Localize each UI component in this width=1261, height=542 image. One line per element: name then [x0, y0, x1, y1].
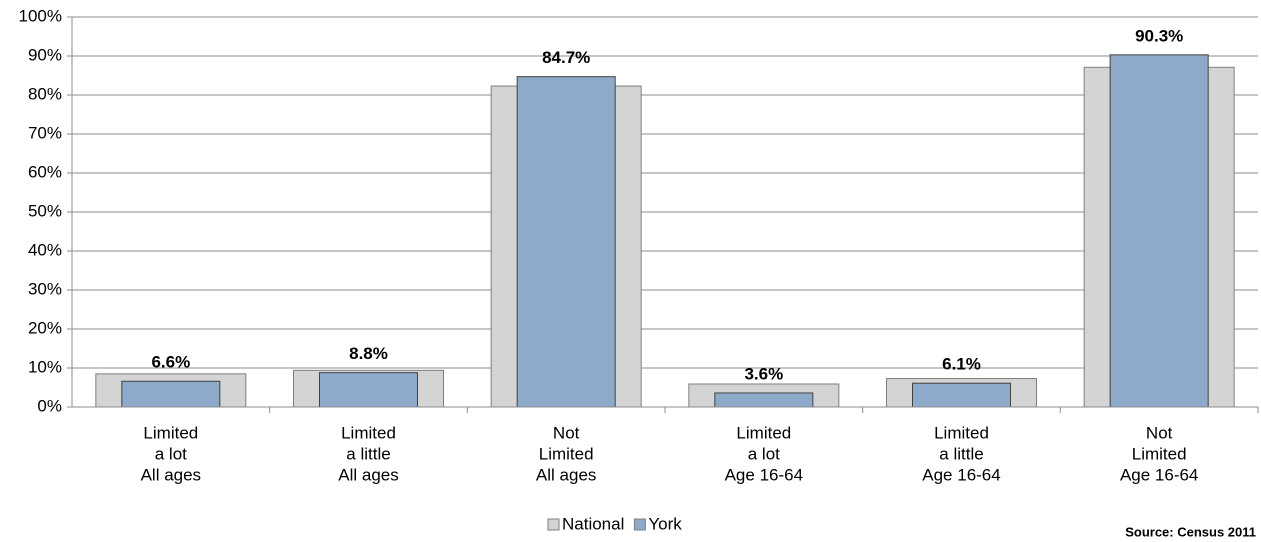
- y-tick-label: 90%: [28, 45, 62, 64]
- y-tick-label: 50%: [28, 201, 62, 220]
- value-label: 6.6%: [151, 353, 190, 372]
- value-label: 8.8%: [349, 344, 388, 363]
- source-note: Source: Census 2011: [1125, 524, 1256, 539]
- x-tick-label: Limited: [736, 423, 791, 442]
- bar: [516, 76, 616, 408]
- bar: [714, 392, 814, 408]
- y-tick-label: 20%: [28, 318, 62, 337]
- legend-label: National: [562, 514, 624, 533]
- x-tick-label: a little: [346, 444, 390, 463]
- x-tick-label: a lot: [155, 444, 187, 463]
- x-tick-label: a lot: [748, 444, 780, 463]
- y-tick-label: 40%: [28, 240, 62, 259]
- y-tick-label: 70%: [28, 123, 62, 142]
- y-tick-label: 60%: [28, 162, 62, 181]
- x-tick-label: All ages: [536, 465, 596, 484]
- legend-label: York: [648, 514, 682, 533]
- legend-swatch: [633, 518, 646, 531]
- bar: [319, 372, 418, 408]
- x-tick-label: Age 16-64: [725, 465, 803, 484]
- x-tick-label: Age 16-64: [1120, 465, 1198, 484]
- x-tick-label: Limited: [1132, 444, 1187, 463]
- x-tick-label: Limited: [539, 444, 594, 463]
- y-tick-label: 30%: [28, 279, 62, 298]
- value-label: 84.7%: [542, 48, 590, 67]
- x-tick-label: Not: [553, 423, 580, 442]
- legend-swatch: [547, 518, 560, 531]
- bar: [121, 380, 221, 408]
- bar: [912, 382, 1011, 408]
- x-tick-label: a little: [939, 444, 983, 463]
- y-tick-label: 0%: [37, 396, 62, 415]
- x-tick-label: Limited: [341, 423, 396, 442]
- value-label: 6.1%: [942, 355, 981, 374]
- y-tick-label: 100%: [19, 6, 62, 25]
- x-tick-label: Limited: [934, 423, 989, 442]
- value-label: 90.3%: [1135, 26, 1183, 45]
- x-tick-label: Limited: [143, 423, 198, 442]
- value-label: 3.6%: [744, 364, 783, 383]
- y-tick-label: 10%: [28, 357, 62, 376]
- bar: [1109, 54, 1209, 408]
- x-tick-label: All ages: [338, 465, 398, 484]
- x-tick-label: All ages: [141, 465, 201, 484]
- x-tick-label: Age 16-64: [922, 465, 1000, 484]
- y-tick-label: 80%: [28, 84, 62, 103]
- x-tick-label: Not: [1146, 423, 1173, 442]
